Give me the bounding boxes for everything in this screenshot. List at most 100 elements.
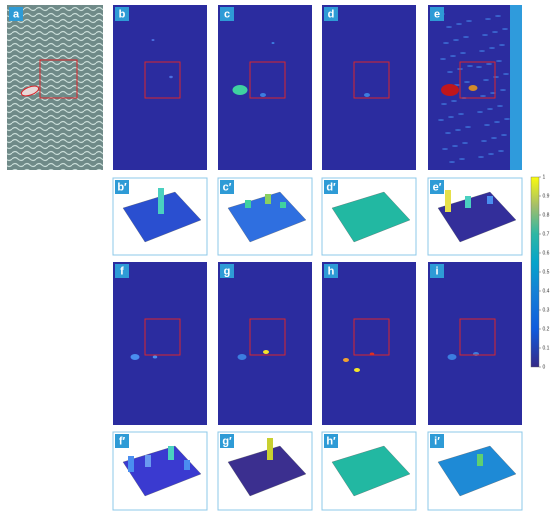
peak — [267, 438, 273, 460]
target — [152, 355, 158, 359]
speckle — [492, 31, 498, 33]
panel-label-box — [220, 264, 234, 278]
panel-label-box — [115, 180, 129, 194]
peak — [465, 196, 471, 208]
speckle — [495, 15, 501, 17]
colorbar-tick-label: 0 — [543, 364, 546, 370]
speckle — [465, 126, 471, 128]
target — [441, 84, 459, 96]
panel-label: i — [435, 265, 438, 277]
target — [260, 93, 266, 97]
map-panel — [113, 5, 207, 170]
target — [447, 354, 457, 360]
colorbar-tick-label: 0.6 — [543, 250, 550, 256]
panel-label: h — [328, 265, 335, 277]
roi-box — [459, 61, 496, 99]
panel-label-box — [324, 180, 338, 194]
map-panel — [113, 262, 207, 425]
speckle — [460, 52, 466, 54]
colorbar-tick-label: 0.4 — [543, 288, 550, 294]
colorbar-tick-label: 0.5 — [543, 269, 550, 275]
peak — [168, 446, 174, 460]
peak — [158, 188, 164, 214]
map-panel — [322, 5, 416, 170]
colorbar-tick-label: 1 — [543, 174, 546, 180]
speckle — [442, 148, 448, 150]
speckle — [467, 65, 473, 67]
speckle — [440, 58, 446, 60]
panel-label: c — [224, 8, 230, 20]
panel-label: d — [328, 8, 335, 20]
target — [130, 354, 140, 360]
speckle — [493, 76, 499, 78]
panel-label: i′ — [434, 435, 440, 447]
speckle — [483, 79, 489, 81]
speckle — [478, 156, 484, 158]
colorbar-tick-label: 0.1 — [543, 345, 550, 351]
panel-label: c′ — [223, 181, 232, 193]
speckle — [456, 23, 462, 25]
target — [364, 93, 370, 97]
roi-box — [39, 59, 78, 99]
peak — [445, 190, 451, 212]
speckle — [477, 111, 483, 113]
speckle — [485, 18, 491, 20]
speckle — [464, 81, 470, 83]
panel-label-box — [115, 434, 129, 448]
speckle — [458, 113, 464, 115]
panel-label-box — [430, 7, 444, 21]
speckle — [455, 129, 461, 131]
target — [232, 85, 248, 95]
speckle — [480, 95, 486, 97]
speckle — [494, 121, 500, 123]
panel-label-box — [324, 434, 338, 448]
speckle — [486, 63, 492, 65]
speckle — [452, 145, 458, 147]
speckle — [487, 108, 493, 110]
speckle — [498, 150, 504, 152]
roi-box — [144, 61, 181, 99]
map-panel — [322, 262, 416, 425]
speckle — [449, 161, 455, 163]
ship — [20, 85, 40, 97]
speckle — [499, 44, 505, 46]
panel-label: b′ — [117, 181, 127, 193]
panel-label-box — [9, 7, 23, 21]
roi-box — [249, 318, 286, 356]
surface — [227, 445, 307, 497]
edge-strip — [510, 5, 522, 170]
panel-label-box — [324, 264, 338, 278]
target — [169, 75, 173, 79]
target — [468, 85, 478, 91]
panel-label: e — [434, 8, 440, 20]
speckle — [466, 20, 472, 22]
colorbar-tick-label: 0.3 — [543, 307, 550, 313]
peak — [265, 194, 271, 204]
map-panel — [218, 5, 312, 170]
roi-box — [353, 318, 390, 356]
peak — [145, 455, 151, 467]
speckle — [476, 66, 482, 68]
speckle — [447, 71, 453, 73]
panel-label-box — [115, 7, 129, 21]
panel-label-box — [430, 434, 444, 448]
speckle — [459, 158, 465, 160]
panel-label: d′ — [326, 181, 336, 193]
surface — [331, 191, 411, 243]
peak — [245, 200, 251, 208]
target — [343, 358, 349, 362]
panel-label: h′ — [326, 435, 336, 447]
colorbar-tick-label: 0.9 — [543, 193, 550, 199]
panel-label-box — [324, 7, 338, 21]
speckle — [500, 89, 506, 91]
target — [354, 368, 360, 372]
photo-panel — [7, 5, 103, 170]
roi-box — [249, 61, 286, 99]
speckle — [488, 153, 494, 155]
colorbar-tick-label: 0.2 — [543, 326, 550, 332]
panel-label: a — [13, 8, 20, 20]
speckle — [450, 55, 456, 57]
speckle — [443, 42, 449, 44]
speckle — [496, 60, 502, 62]
